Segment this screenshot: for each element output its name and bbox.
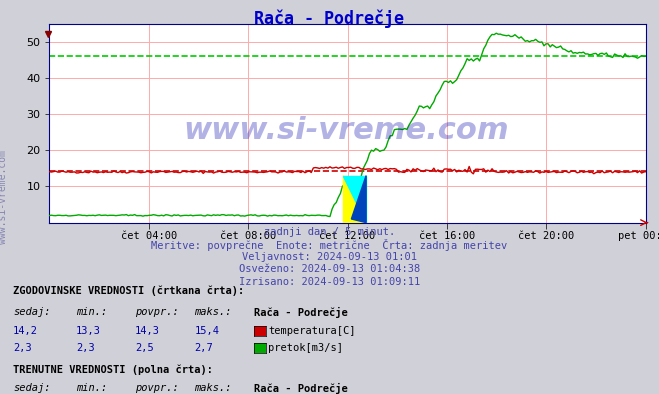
Text: maks.:: maks.: — [194, 383, 232, 393]
Text: min.:: min.: — [76, 383, 107, 393]
Text: povpr.:: povpr.: — [135, 383, 179, 393]
Text: 14,2: 14,2 — [13, 326, 38, 336]
Text: Rača - Podrečje: Rača - Podrečje — [254, 383, 347, 394]
Text: sedaj:: sedaj: — [13, 383, 51, 393]
Text: 15,4: 15,4 — [194, 326, 219, 336]
Text: maks.:: maks.: — [194, 307, 232, 317]
Text: ZGODOVINSKE VREDNOSTI (črtkana črta):: ZGODOVINSKE VREDNOSTI (črtkana črta): — [13, 286, 244, 296]
Text: Izrisano: 2024-09-13 01:09:11: Izrisano: 2024-09-13 01:09:11 — [239, 277, 420, 287]
Text: povpr.:: povpr.: — [135, 307, 179, 317]
Text: Meritve: povprečne  Enote: metrične  Črta: zadnja meritev: Meritve: povprečne Enote: metrične Črta:… — [152, 239, 507, 251]
Text: zadnji dan / 5 minut.: zadnji dan / 5 minut. — [264, 227, 395, 236]
Text: min.:: min.: — [76, 307, 107, 317]
Text: temperatura[C]: temperatura[C] — [268, 326, 356, 336]
Polygon shape — [351, 176, 366, 223]
Text: Osveženo: 2024-09-13 01:04:38: Osveženo: 2024-09-13 01:04:38 — [239, 264, 420, 274]
Text: www.si-vreme.com: www.si-vreme.com — [0, 150, 9, 244]
Text: Rača - Podrečje: Rača - Podrečje — [254, 10, 405, 28]
Text: Rača - Podrečje: Rača - Podrečje — [254, 307, 347, 318]
Text: 2,7: 2,7 — [194, 343, 213, 353]
Text: TRENUTNE VREDNOSTI (polna črta):: TRENUTNE VREDNOSTI (polna črta): — [13, 364, 213, 375]
Text: pretok[m3/s]: pretok[m3/s] — [268, 343, 343, 353]
Polygon shape — [343, 176, 366, 223]
Text: 2,3: 2,3 — [13, 343, 32, 353]
Text: 14,3: 14,3 — [135, 326, 160, 336]
Text: 13,3: 13,3 — [76, 326, 101, 336]
Text: www.si-vreme.com: www.si-vreme.com — [183, 115, 509, 145]
Text: Veljavnost: 2024-09-13 01:01: Veljavnost: 2024-09-13 01:01 — [242, 252, 417, 262]
Polygon shape — [343, 176, 366, 223]
Text: 2,3: 2,3 — [76, 343, 94, 353]
Text: sedaj:: sedaj: — [13, 307, 51, 317]
Text: 2,5: 2,5 — [135, 343, 154, 353]
